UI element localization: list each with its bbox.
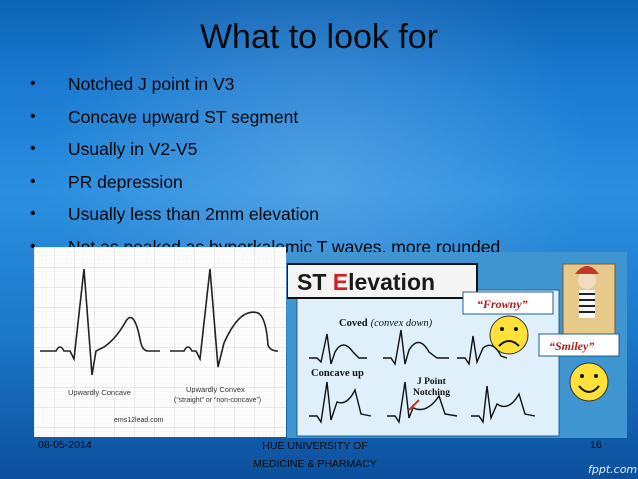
bullet-dot-icon: • — [30, 205, 36, 222]
frowny-label: “Frowny” — [477, 297, 528, 311]
bullet-item: • Usually in V2-V5 — [30, 139, 198, 159]
bullet-dot-icon: • — [30, 237, 36, 255]
footer-org-line2: MEDICINE & PHARMACY — [253, 458, 377, 470]
footer-organization: HUE UNIVERSITY OF MEDICINE & PHARMACY — [222, 437, 408, 473]
bullet-item: • Usually less than 2mm elevation — [30, 204, 319, 224]
label-convex-note: (“straight” or “non-concave”) — [174, 397, 261, 404]
ecg-convex-trace — [170, 268, 279, 368]
bullet-item: • PR depression — [30, 171, 183, 192]
bullet-dot-icon: • — [30, 140, 36, 157]
j-point-label-line2: Notching — [413, 388, 450, 398]
concave-up-label: Concave up — [311, 368, 364, 379]
slide-title: What to look for — [199, 18, 439, 56]
bullet-dot-icon: • — [30, 107, 36, 125]
jester-cartoon-icon — [562, 263, 616, 337]
st-title-rest: levation — [348, 269, 435, 295]
label-upwardly-concave: Upwardly Concave — [68, 388, 131, 397]
coved-note: (convex down) — [371, 318, 433, 329]
smiley-face-icon — [569, 362, 609, 402]
concave-trace-2 — [387, 381, 458, 424]
st-elevation-figure: ST Elevation “Frowny” “Smiley” — [286, 252, 627, 438]
concave-trace-1 — [309, 381, 372, 424]
svg-text:ST Elevation: ST Elevation — [297, 269, 435, 295]
bullet-list: • Notched J point in V3 • Concave upward S… — [24, 72, 500, 267]
bullet-item: • Concave upward ST segment — [30, 106, 299, 127]
concave-trace-3 — [471, 385, 536, 424]
svg-text:Coved(convex down): Coved (convex down) — [339, 318, 433, 329]
smiley-label: “Smiley” — [549, 339, 594, 353]
ecg-concave-trace — [40, 268, 160, 376]
footer-page-number: 16 — [590, 439, 602, 451]
j-point-label-line1: J Point — [417, 377, 447, 387]
bullet-dot-icon: • — [30, 172, 36, 190]
st-elevation-illustration: ST Elevation “Frowny” “Smiley” — [286, 252, 627, 438]
footer-date: 08-05-2014 — [38, 439, 92, 451]
coved-trace-3 — [457, 335, 508, 366]
bullet-item: • Notched J point in V3 — [30, 74, 235, 94]
footer-org-line1: HUE UNIVERSITY OF — [262, 440, 368, 452]
st-title-st: ST — [297, 269, 333, 295]
bullet-dot-icon: • — [30, 75, 36, 92]
coved-trace-2 — [383, 329, 449, 366]
ecg-grid-illustration: Upwardly Concave Upwardly Convex (“strai… — [34, 247, 286, 437]
svg-text:J Point Notching: J Point Notching — [413, 377, 450, 398]
coved-trace-1 — [309, 333, 367, 365]
ecg-concave-convex-figure: Upwardly Concave Upwardly Convex (“strai… — [34, 247, 286, 437]
frowny-face-icon — [489, 315, 529, 355]
credit-text: ems12lead.com — [114, 417, 164, 424]
watermark-text: fppt.com — [588, 463, 638, 476]
coved-label: Coved — [339, 318, 368, 329]
label-upwardly-convex: Upwardly Convex — [186, 385, 245, 394]
st-title-e: E — [333, 269, 348, 295]
